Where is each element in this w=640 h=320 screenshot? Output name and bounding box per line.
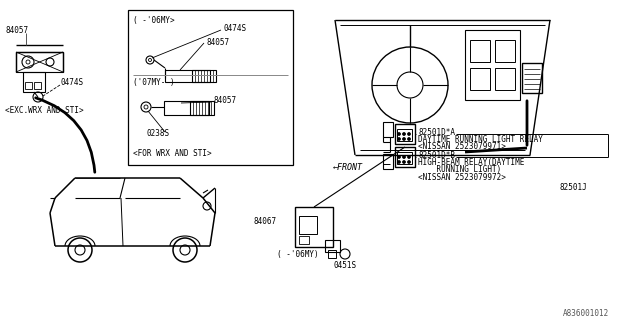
Bar (395, 147, 415, 167)
Circle shape (408, 156, 410, 158)
Text: RUNNING LIGHT): RUNNING LIGHT) (418, 164, 501, 173)
Bar (328, 250, 336, 258)
Circle shape (397, 138, 401, 140)
Text: 82501J: 82501J (560, 182, 588, 191)
Text: 84057: 84057 (213, 95, 236, 105)
Bar (325, 240, 340, 252)
Circle shape (408, 138, 410, 140)
Bar (465, 30, 520, 100)
Bar (299, 236, 309, 244)
Text: A836001012: A836001012 (563, 309, 609, 318)
Circle shape (397, 132, 401, 135)
Bar (495, 68, 515, 90)
Bar (23, 72, 45, 92)
Circle shape (403, 161, 406, 164)
Bar (383, 122, 393, 137)
Bar (165, 70, 210, 82)
Circle shape (397, 161, 401, 164)
Text: 82501D*A: 82501D*A (418, 127, 455, 137)
Bar (495, 40, 515, 62)
Bar (192, 70, 216, 82)
Bar (522, 63, 542, 93)
Bar (299, 216, 317, 234)
Bar (470, 40, 490, 62)
Bar (397, 129, 412, 141)
Circle shape (408, 161, 410, 164)
Bar (190, 101, 214, 115)
Text: ←FRONT: ←FRONT (333, 163, 363, 172)
Text: 84057: 84057 (5, 26, 28, 35)
Bar (25, 82, 32, 89)
Text: 82501D*B: 82501D*B (418, 150, 455, 159)
Bar (164, 101, 209, 115)
Circle shape (397, 156, 401, 158)
Text: 84067: 84067 (253, 218, 276, 227)
Text: HIGH-BEAM RELAY(DAYTIME: HIGH-BEAM RELAY(DAYTIME (418, 157, 524, 166)
Bar (383, 154, 393, 169)
Bar (470, 68, 490, 90)
Text: 0474S: 0474S (60, 77, 83, 86)
Text: 0451S: 0451S (333, 261, 356, 270)
Bar (395, 124, 415, 144)
Circle shape (403, 156, 406, 158)
Bar (295, 207, 333, 247)
Circle shape (403, 132, 406, 135)
Text: 0474S: 0474S (223, 23, 246, 33)
Text: 84057: 84057 (206, 37, 229, 46)
Bar (397, 152, 412, 164)
Text: <FOR WRX AND STI>: <FOR WRX AND STI> (133, 148, 212, 157)
Text: <EXC.WRX AND STI>: <EXC.WRX AND STI> (5, 106, 84, 115)
Text: <NISSAN 2523079971>: <NISSAN 2523079971> (418, 141, 506, 150)
Circle shape (403, 138, 406, 140)
Bar (34, 82, 41, 89)
Circle shape (408, 132, 410, 135)
Text: 0238S: 0238S (146, 129, 169, 138)
Text: ( -'06MY>: ( -'06MY> (133, 15, 175, 25)
Bar (16, 52, 63, 72)
Text: DAYTIME RUNNING LIGHT RELAY: DAYTIME RUNNING LIGHT RELAY (418, 134, 543, 143)
Text: ('07MY- ): ('07MY- ) (133, 77, 175, 86)
Text: ( -'06MY): ( -'06MY) (277, 250, 319, 259)
Bar (128, 10, 293, 165)
Text: <NISSAN 2523079972>: <NISSAN 2523079972> (418, 172, 506, 181)
